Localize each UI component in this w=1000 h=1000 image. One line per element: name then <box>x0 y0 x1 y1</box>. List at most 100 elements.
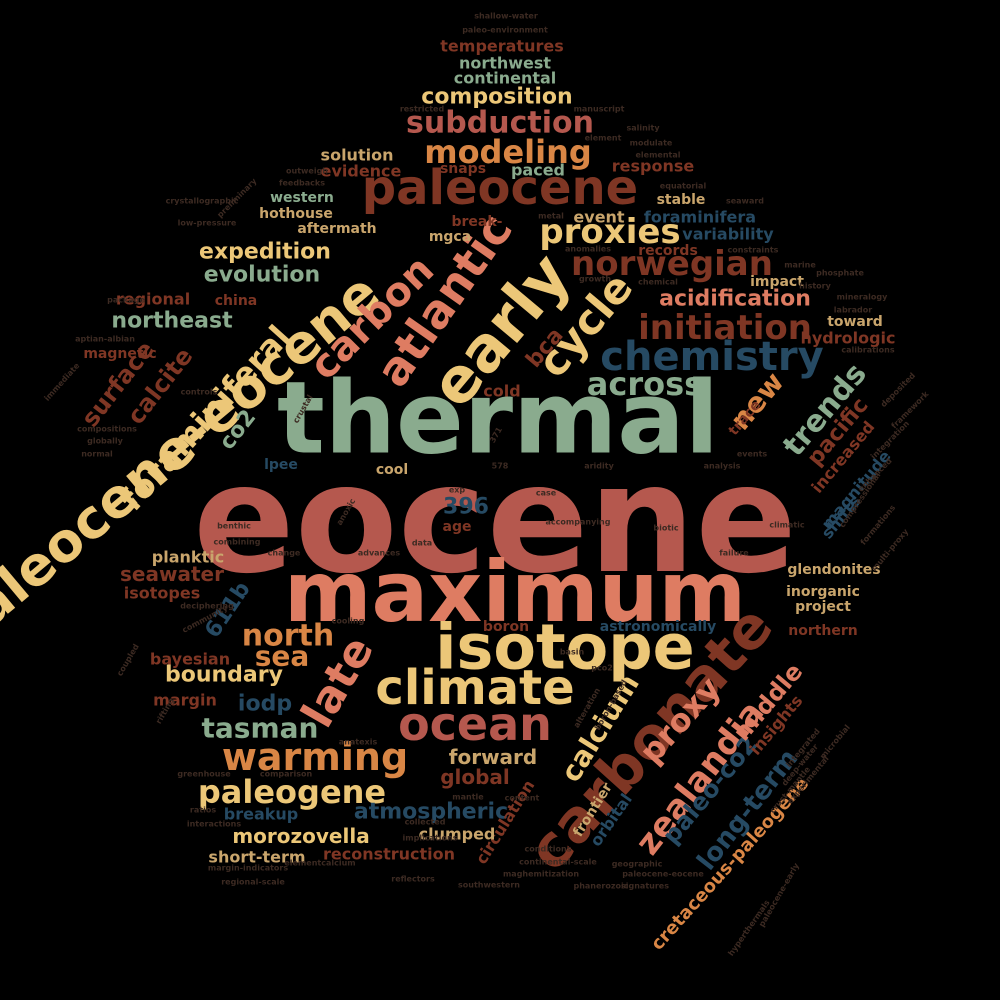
word-chemical: chemical <box>638 278 678 287</box>
word-biotic: biotic <box>653 524 679 533</box>
word-snaps: snaps <box>440 161 486 177</box>
word-case: case <box>536 489 557 498</box>
word-foraminifera: foraminifera <box>644 208 756 227</box>
word-project: project <box>795 599 851 615</box>
word-constraints: constraints <box>728 246 779 255</box>
word-toward: toward <box>827 314 883 330</box>
word-continental-scale: continental-scale <box>519 858 597 867</box>
word-glendonites: glendonites <box>787 562 880 578</box>
word-breakup: breakup <box>224 805 298 824</box>
word-western: western <box>270 190 334 206</box>
word-cold: cold <box>483 382 520 401</box>
word-calibrations: calibrations <box>841 346 894 355</box>
word-china: china <box>215 293 257 309</box>
word-marine: marine <box>784 261 816 270</box>
word-bayesian: bayesian <box>150 650 230 669</box>
word-margin-indicators: margin-indicators <box>208 864 288 873</box>
word-growth: growth <box>579 275 611 284</box>
word-morozovella: morozovella <box>232 824 369 848</box>
word-restricted: restricted <box>400 105 445 114</box>
word-anatexis: anatexis <box>339 738 378 747</box>
word-ratios: ratios <box>190 806 216 815</box>
word-acidification: acidification <box>659 287 811 312</box>
word-collected: collected <box>405 818 446 827</box>
word-578: 578 <box>492 462 509 471</box>
word-impact: impact <box>750 274 804 290</box>
word-mgca: mgca <box>429 229 471 245</box>
word-atmospheric: atmospheric <box>354 800 508 825</box>
word-iodp: iodp <box>238 692 292 717</box>
word-labrador: labrador <box>834 306 872 315</box>
word-paleo-environment: paleo-environment <box>462 26 548 35</box>
word-conditions: conditions <box>525 845 572 854</box>
word-comparison: comparison <box>260 770 313 779</box>
word-phosphate: phosphate <box>816 269 864 278</box>
word-change: change <box>268 549 301 558</box>
word-aridity: aridity <box>584 462 614 471</box>
word-elementcalcium: elementcalcium <box>284 859 355 868</box>
word-stable: stable <box>657 192 706 208</box>
word-analysis: analysis <box>704 462 741 471</box>
word-anomalies: anomalies <box>565 245 611 254</box>
word-age: age <box>443 519 472 535</box>
word-break-: break- <box>452 214 503 230</box>
word-eocene: eocene <box>193 433 797 607</box>
word-sea: sea <box>255 640 310 673</box>
word-proxies: proxies <box>539 212 680 252</box>
word-ocean: ocean <box>398 697 552 751</box>
word-inorganic: inorganic <box>786 584 860 600</box>
word-basin: basin <box>560 648 585 657</box>
word-failure: failure <box>719 549 749 558</box>
word-thermal: thermal <box>277 360 719 477</box>
word-manuscript: manuscript <box>574 105 625 114</box>
word-continental: continental <box>454 69 557 88</box>
word-planktic: planktic <box>152 548 224 567</box>
word-elemental: elemental <box>635 151 680 160</box>
word-normal: normal <box>81 450 113 459</box>
word-outweigh: outweigh <box>286 167 328 176</box>
word-climatic: climatic <box>769 521 805 530</box>
word-response: response <box>612 157 695 176</box>
word-implications: implications <box>403 834 458 843</box>
word-greenhouse: greenhouse <box>177 770 231 779</box>
word-compositions: compositions <box>77 425 137 434</box>
word-climate: climate <box>375 660 574 716</box>
word-expedition: expedition <box>199 240 331 265</box>
word-magnetic: magnetic <box>83 346 156 362</box>
word-solution: solution <box>321 146 394 165</box>
word-regional: regional <box>116 290 190 309</box>
word-north: north <box>242 619 334 654</box>
word-pco2: pco2 <box>591 664 613 673</box>
word-hydrologic: hydrologic <box>800 329 895 348</box>
word-temperatures: temperatures <box>440 37 563 56</box>
word-crystallographic: crystallographic <box>166 197 239 206</box>
word-paleocene: paleocene <box>362 160 638 216</box>
word-exp: exp <box>449 486 466 495</box>
word-cool: cool <box>376 462 408 478</box>
word-norwegian: norwegian <box>571 244 773 284</box>
word-element: element <box>585 134 622 143</box>
word-maghemitization: maghemitization <box>503 870 579 879</box>
word-events: events <box>737 450 768 459</box>
word-isotopes: isotopes <box>124 584 200 603</box>
word-combining: combining <box>214 538 261 547</box>
word-reconstruction: reconstruction <box>323 845 455 864</box>
word-aftermath: aftermath <box>297 221 376 237</box>
word-interactions: interactions <box>187 820 242 829</box>
word-global: global <box>440 765 510 789</box>
word-northeast: northeast <box>111 309 233 334</box>
word-deciphering: deciphering <box>180 602 234 611</box>
word-across: across <box>587 365 703 403</box>
word-geographic: geographic <box>612 860 663 869</box>
word-feedbacks: feedbacks <box>279 179 325 188</box>
word-event: event <box>573 208 625 227</box>
word-mantle: mantle <box>452 793 484 802</box>
word-short-term: short-term <box>208 848 305 867</box>
word-clumped: clumped <box>419 825 496 844</box>
word-boundary: boundary <box>165 663 283 688</box>
word-low-pressure: low-pressure <box>178 219 237 228</box>
word-subduction: subduction <box>406 106 594 141</box>
word-signatures: signatures <box>621 882 669 891</box>
word-salinity: salinity <box>626 124 660 133</box>
